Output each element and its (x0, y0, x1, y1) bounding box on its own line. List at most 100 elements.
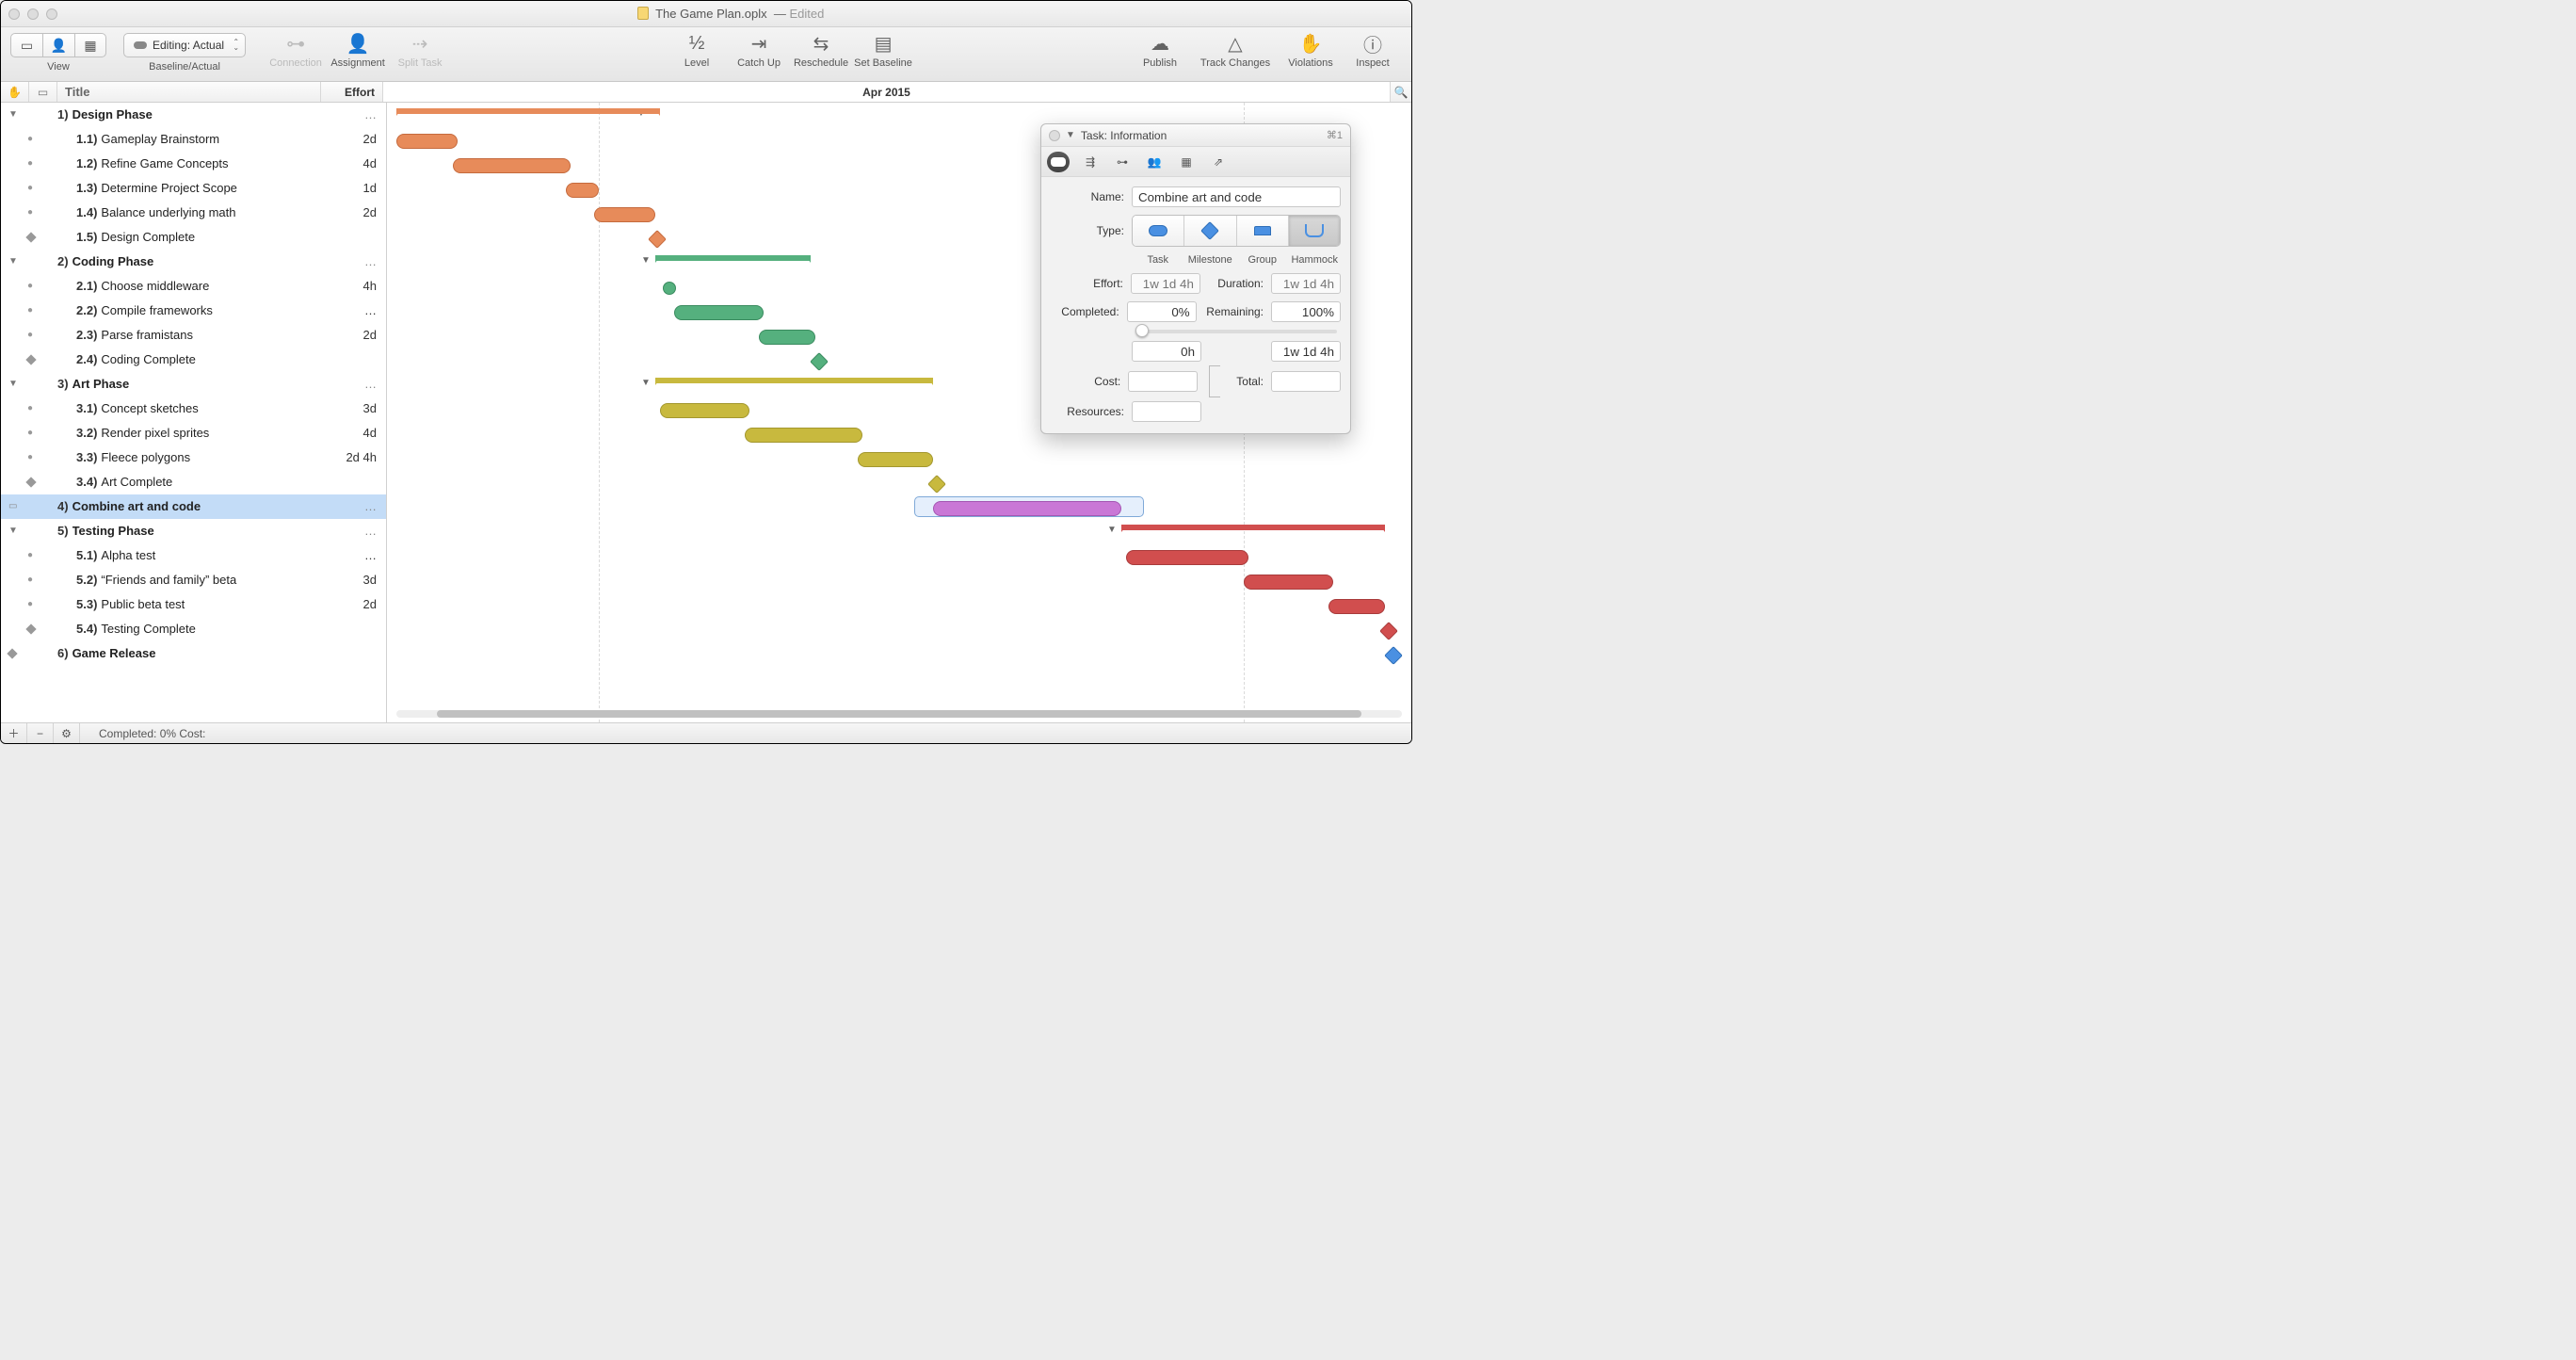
gantt-milestone-diamond[interactable] (810, 352, 829, 371)
inspector-close-icon[interactable] (1049, 130, 1060, 141)
remaining-time-input[interactable] (1271, 341, 1341, 362)
inspector-tab-resources[interactable]: 👥 (1143, 152, 1166, 172)
gantt-task-bar[interactable] (1126, 550, 1248, 565)
set-baseline-button[interactable]: ▤ Set Baseline (854, 33, 912, 69)
view-calendar-button[interactable]: ▦ (74, 33, 106, 57)
gantt-group-triangle-icon[interactable]: ▼ (641, 255, 651, 266)
outline-row[interactable]: ●3.2)Render pixel sprites4d (1, 421, 386, 445)
type-group-button[interactable] (1237, 216, 1289, 246)
baseline-dropdown[interactable]: Editing: Actual (123, 33, 246, 57)
inspector-tab-attachments[interactable]: ⇗ (1207, 152, 1230, 172)
outline-row[interactable]: ●2.2)Compile frameworks… (1, 299, 386, 323)
horizontal-scrollbar[interactable] (396, 707, 1402, 720)
action-menu-button[interactable]: ⚙︎ (54, 723, 80, 743)
gantt-group-triangle-icon[interactable]: ▼ (641, 378, 651, 388)
outline-row[interactable]: ●1.1)Gameplay Brainstorm2d (1, 127, 386, 152)
type-hammock-button[interactable] (1289, 216, 1340, 246)
disclosure-triangle-icon[interactable]: ▼ (8, 526, 18, 536)
timeline-header[interactable]: Apr 2015 (383, 82, 1391, 102)
gantt-task-bar[interactable] (933, 501, 1121, 516)
outline-row[interactable]: ●3.3)Fleece polygons2d 4h (1, 445, 386, 470)
disclosure-triangle-icon[interactable]: ▼ (8, 379, 18, 389)
gantt-task-bar[interactable] (594, 207, 655, 222)
effort-column-header[interactable]: Effort (321, 82, 383, 102)
outline-row[interactable]: 1.5)Design Complete (1, 225, 386, 250)
outline-row[interactable]: ●2.3)Parse framistans2d (1, 323, 386, 348)
outline-row[interactable]: ▭4)Combine art and code… (1, 494, 386, 519)
split-task-button[interactable]: ⇢ Split Task (391, 33, 449, 69)
duration-input[interactable] (1271, 273, 1341, 294)
gantt-task-bar[interactable] (396, 134, 458, 149)
close-window-icon[interactable] (8, 8, 20, 20)
inspector-disclose-icon[interactable]: ▼ (1066, 130, 1075, 140)
gantt-group-triangle-icon[interactable]: ▼ (1107, 525, 1117, 535)
inspector-tab-info[interactable] (1047, 152, 1070, 172)
task-name-input[interactable] (1132, 186, 1341, 207)
gantt-task-bar[interactable] (453, 158, 571, 173)
track-changes-button[interactable]: △ Track Changes (1193, 33, 1278, 69)
gantt-group-bar[interactable] (655, 255, 811, 261)
outline-row[interactable]: ▼2)Coding Phase… (1, 250, 386, 274)
disclosure-triangle-icon[interactable]: ▼ (8, 256, 18, 267)
gantt-group-bar[interactable] (655, 378, 933, 383)
gantt-milestone-diamond[interactable] (1379, 622, 1398, 640)
gantt-task-bar[interactable] (1328, 599, 1385, 614)
outline-row[interactable]: ▼1)Design Phase… (1, 103, 386, 127)
grab-column-icon[interactable]: ✋ (1, 82, 29, 102)
gantt-milestone-diamond[interactable] (648, 230, 667, 249)
violations-button[interactable]: ✋ Violations (1281, 33, 1340, 69)
outline-row[interactable]: ▼5)Testing Phase… (1, 519, 386, 543)
outline-row[interactable]: ▼3)Art Phase… (1, 372, 386, 397)
outline-row[interactable]: 6)Game Release (1, 641, 386, 666)
outline-row[interactable]: ●1.2)Refine Game Concepts4d (1, 152, 386, 176)
assignment-button[interactable]: 👤 Assignment (329, 33, 387, 69)
outline-row[interactable]: 5.4)Testing Complete (1, 617, 386, 641)
outline-row[interactable]: ●2.1)Choose middleware4h (1, 274, 386, 299)
inspector-tab-dependencies[interactable]: ⊶ (1111, 152, 1134, 172)
cost-input[interactable] (1128, 371, 1198, 392)
gantt-milestone-diamond[interactable] (1384, 646, 1403, 665)
outline-row[interactable]: ●5.1)Alpha test… (1, 543, 386, 568)
inspector-tab-scheduling[interactable]: ⇶ (1079, 152, 1102, 172)
disclosure-triangle-icon[interactable]: ▼ (8, 109, 18, 120)
gantt-task-bar[interactable] (759, 330, 815, 345)
outline-row[interactable]: ●3.1)Concept sketches3d (1, 397, 386, 421)
search-icon[interactable]: 🔍 (1391, 86, 1411, 99)
gantt-task-bar[interactable] (745, 428, 862, 443)
outline-row[interactable]: 3.4)Art Complete (1, 470, 386, 494)
title-column-header[interactable]: Title (57, 82, 321, 102)
connection-button[interactable]: ⊶ Connection (266, 33, 325, 69)
outline-row[interactable]: ●5.2)“Friends and family” beta3d (1, 568, 386, 592)
outline-row[interactable]: ●5.3)Public beta test2d (1, 592, 386, 617)
type-task-button[interactable] (1133, 216, 1184, 246)
gantt-group-bar[interactable] (396, 108, 660, 114)
publish-button[interactable]: ☁︎ Publish (1131, 33, 1189, 69)
effort-input[interactable] (1131, 273, 1200, 294)
gantt-group-bar[interactable] (1121, 525, 1385, 530)
type-milestone-button[interactable] (1184, 216, 1236, 246)
inspect-button[interactable]: ⓘ Inspect (1344, 33, 1402, 69)
reschedule-button[interactable]: ⇆ Reschedule (792, 33, 850, 69)
minimize-window-icon[interactable] (27, 8, 39, 20)
catchup-button[interactable]: ⇥ Catch Up (730, 33, 788, 69)
level-button[interactable]: ½ Level (668, 33, 726, 69)
resources-input[interactable] (1132, 401, 1201, 422)
outline-row[interactable]: ●1.4)Balance underlying math2d (1, 201, 386, 225)
gantt-task-bar[interactable] (566, 183, 599, 198)
task-outline[interactable]: ▼1)Design Phase…●1.1)Gameplay Brainstorm… (1, 103, 387, 722)
view-gantt-button[interactable]: ▭ (10, 33, 42, 57)
gantt-milestone-diamond[interactable] (927, 475, 946, 494)
gantt-task-bar[interactable] (660, 403, 749, 418)
outline-row[interactable]: ●1.3)Determine Project Scope1d (1, 176, 386, 201)
add-button[interactable]: ＋ (1, 723, 27, 743)
remove-button[interactable]: − (27, 723, 54, 743)
notes-column-icon[interactable]: ▭ (29, 82, 57, 102)
completion-slider[interactable] (1135, 330, 1337, 333)
completed-input[interactable] (1127, 301, 1197, 322)
gantt-task-bar[interactable] (858, 452, 933, 467)
inspector-tab-custom[interactable]: ▦ (1175, 152, 1198, 172)
completed-time-input[interactable] (1132, 341, 1201, 362)
outline-row[interactable]: 2.4)Coding Complete (1, 348, 386, 372)
view-resource-button[interactable]: 👤 (42, 33, 74, 57)
gantt-task-bar[interactable] (1244, 575, 1333, 590)
